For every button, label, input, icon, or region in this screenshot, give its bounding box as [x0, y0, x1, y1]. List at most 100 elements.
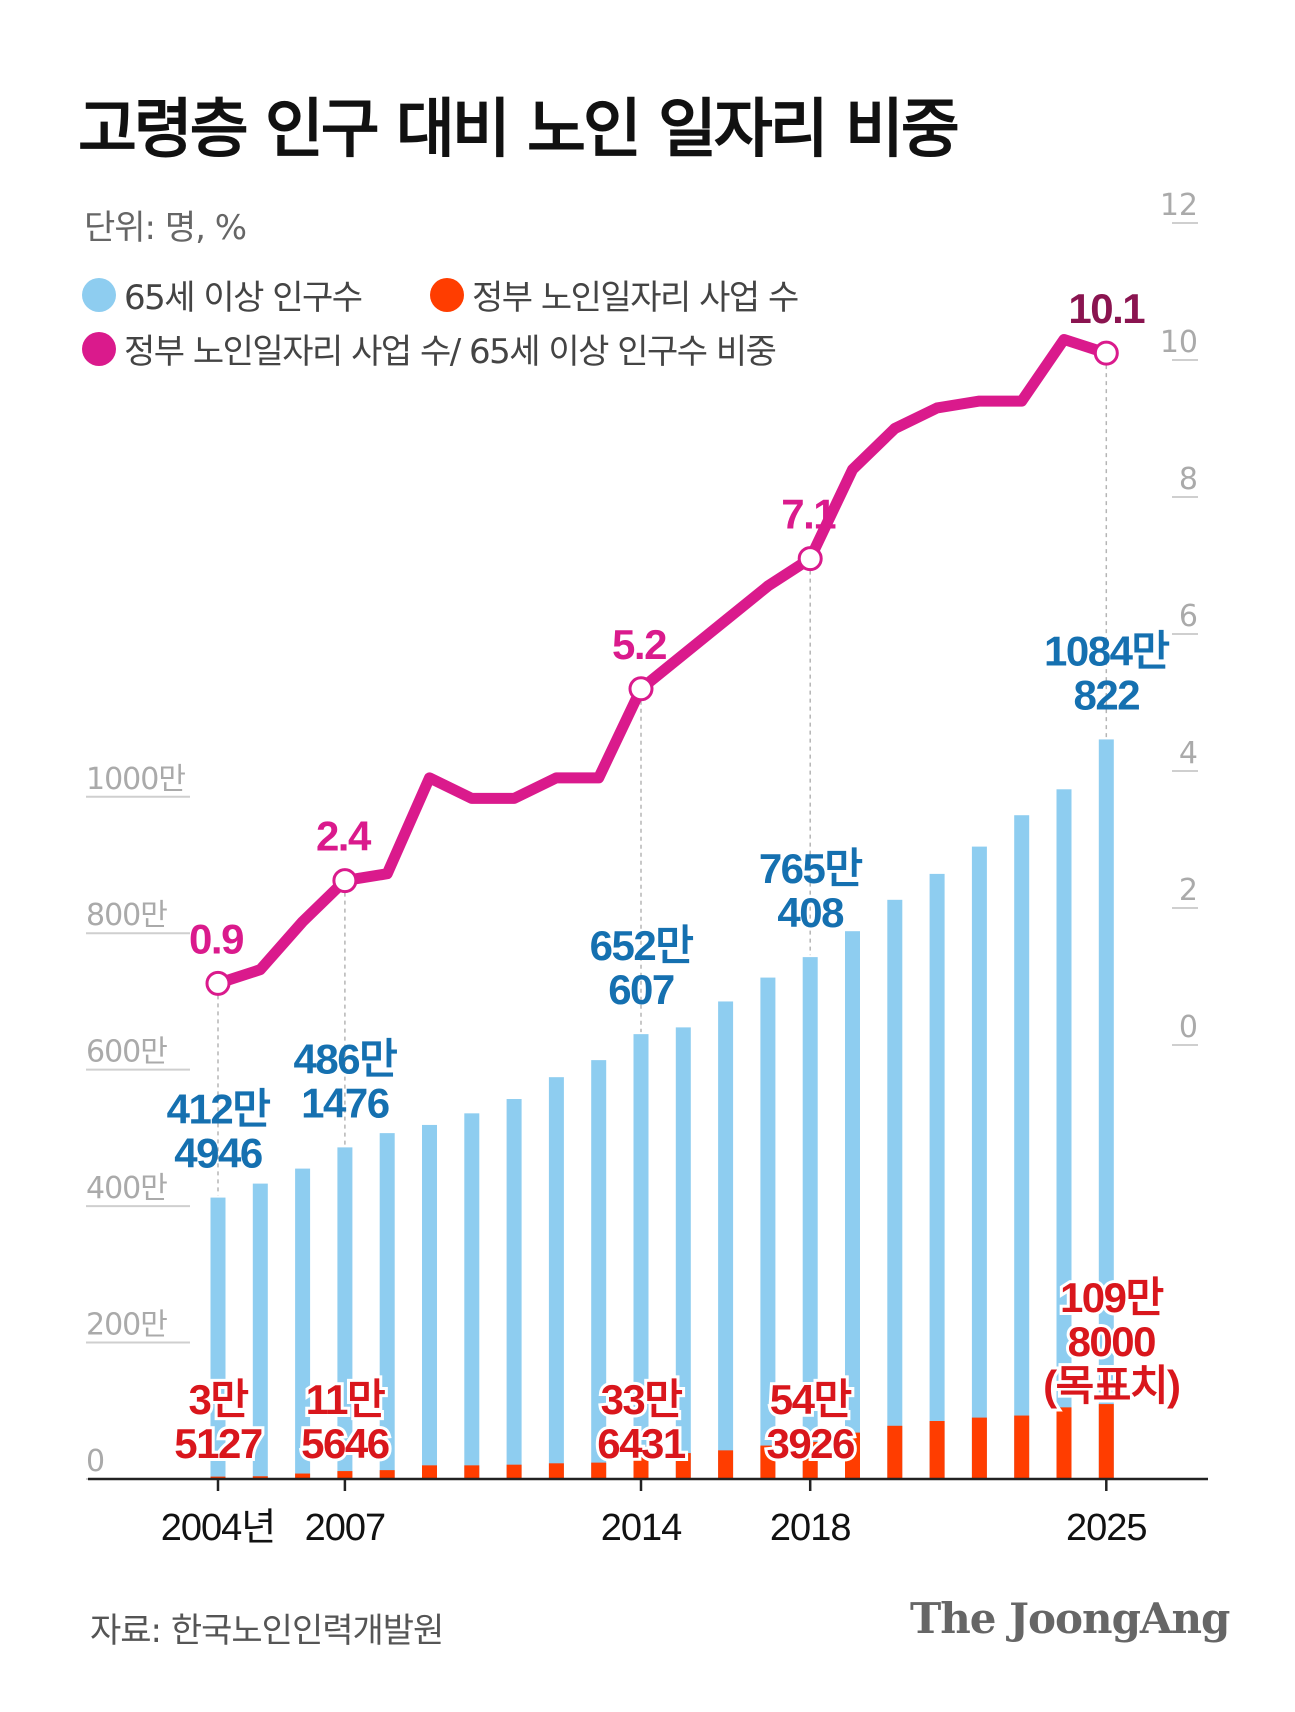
right-axis-tick-label: 10: [1160, 325, 1198, 360]
jobs-bar: [591, 1462, 607, 1479]
jobs-bar: [506, 1464, 522, 1479]
x-tick-label: 2004년: [161, 1507, 276, 1549]
left-axis-tick-label: 0: [86, 1444, 104, 1479]
jobs-bar: [845, 1432, 860, 1479]
population-bar: [252, 1183, 268, 1479]
population-bar: [591, 1060, 607, 1479]
population-value-label: 1084만: [1044, 627, 1169, 674]
population-bar: [1056, 789, 1072, 1479]
legend-label-jobs: 정부 노인일자리 사업 수: [472, 278, 799, 318]
population-bar: [337, 1147, 353, 1479]
chart-title: 고령층 인구 대비 노인 일자리 비중: [78, 93, 960, 167]
jobs-bar: [1056, 1407, 1072, 1479]
jobs-value-label: (목표치): [1043, 1362, 1179, 1409]
population-bar: [210, 1197, 226, 1479]
legend-swatch-population: [82, 277, 116, 312]
jobs-bar: [252, 1476, 268, 1479]
unit-label: 단위: 명, %: [84, 208, 247, 248]
jobs-value-label: 33만: [601, 1376, 683, 1423]
ratio-marker: [797, 546, 823, 572]
population-bar: [760, 977, 776, 1479]
population-value-label: 412만: [167, 1086, 271, 1133]
population-bar: [675, 1027, 691, 1479]
left-axis-tick-label: 600만: [86, 1035, 167, 1070]
legend-label-population: 65세 이상 인구수: [124, 278, 363, 318]
jobs-bar: [464, 1465, 480, 1479]
population-value-label: 408: [777, 889, 844, 936]
ratio-marker: [1093, 340, 1119, 366]
population-value-label: 652만: [590, 922, 694, 969]
jobs-value-label: 8000: [1068, 1318, 1156, 1365]
jobs-bar: [675, 1453, 691, 1479]
jobs-bar: [548, 1463, 564, 1479]
x-tick-label: 2018: [770, 1507, 851, 1549]
population-bar: [845, 931, 860, 1479]
population-bar: [1098, 739, 1114, 1479]
population-value-label: 765만: [759, 845, 863, 892]
ratio-marker: [628, 676, 654, 702]
x-tick-label: 2007: [305, 1507, 386, 1549]
left-axis-tick-label: 400만: [86, 1171, 167, 1206]
jobs-value-label: 109만: [1060, 1274, 1164, 1321]
ratio-value-label: 2.4: [316, 813, 372, 860]
jobs-bar: [295, 1473, 311, 1479]
population-bar: [887, 899, 903, 1479]
jobs-value-label: 5646: [301, 1420, 389, 1467]
jobs-value-label: 5127: [174, 1420, 262, 1467]
ratio-value-label: 0.9: [189, 915, 243, 962]
jobs-bar: [633, 1456, 649, 1479]
brand-logo: The JoongAng: [910, 1594, 1230, 1643]
jobs-value-label: 3만: [189, 1376, 249, 1423]
right-axis-tick-label: 2: [1179, 873, 1198, 908]
jobs-bar: [760, 1445, 776, 1479]
population-bar: [802, 957, 818, 1479]
ratio-value-label: 10.1: [1068, 285, 1145, 332]
ratio-value-label: 5.2: [612, 621, 666, 668]
population-value-label: 822: [1074, 671, 1140, 718]
population-bar: [1014, 815, 1030, 1479]
left-axis-tick-label: 800만: [86, 898, 167, 933]
legend-item-population: 65세 이상 인구수: [82, 270, 363, 319]
ratio-marker: [332, 868, 358, 894]
source-note: 자료: 한국노인인력개발원: [90, 1611, 444, 1651]
population-value-label: 4946: [174, 1130, 262, 1177]
jobs-bar: [718, 1450, 734, 1479]
legend-swatch-ratio: [82, 331, 116, 366]
jobs-value-label: 54만: [770, 1376, 852, 1423]
jobs-bar: [1014, 1415, 1030, 1479]
ratio-value-label: 7.1: [781, 491, 836, 538]
jobs-value-label: 11만: [306, 1376, 385, 1423]
population-bar: [464, 1113, 480, 1479]
right-axis-tick-label: 0: [1179, 1010, 1198, 1045]
right-axis-tick-label: 8: [1179, 462, 1198, 497]
legend-swatch-jobs: [430, 277, 464, 312]
ratio-line: [212, 333, 1112, 989]
population-bar: [422, 1124, 437, 1479]
population-bar: [929, 873, 945, 1479]
jobs-bar: [802, 1441, 818, 1479]
x-tick-label: 2014: [601, 1507, 682, 1549]
population-bar: [506, 1099, 522, 1479]
jobs-value-label: 3926: [766, 1420, 854, 1467]
legend-item-ratio: 정부 노인일자리 사업 수/ 65세 이상 인구수 비중: [82, 324, 777, 373]
legend-label-ratio: 정부 노인일자리 사업 수/ 65세 이상 인구수 비중: [124, 332, 777, 372]
right-axis-tick-label: 6: [1179, 599, 1198, 634]
right-axis-tick-label: 12: [1160, 188, 1198, 223]
jobs-value-label: 6431: [597, 1420, 686, 1467]
jobs-bar: [1098, 1404, 1114, 1479]
left-axis-tick-label: 200만: [86, 1308, 167, 1343]
jobs-bar: [337, 1471, 353, 1479]
population-bar: [548, 1077, 564, 1479]
x-tick-label: 2025: [1066, 1507, 1147, 1549]
population-bar: [295, 1168, 311, 1479]
left-axis-tick-label: 1000만: [86, 762, 185, 797]
population-value-label: 486만: [294, 1035, 398, 1082]
right-axis-tick-label: 4: [1179, 736, 1198, 771]
ratio-marker: [205, 970, 231, 996]
jobs-bar: [971, 1417, 987, 1479]
population-bar: [718, 1001, 734, 1479]
population-bar: [971, 846, 987, 1479]
jobs-bar: [929, 1421, 945, 1479]
population-value-label: 1476: [301, 1079, 389, 1126]
